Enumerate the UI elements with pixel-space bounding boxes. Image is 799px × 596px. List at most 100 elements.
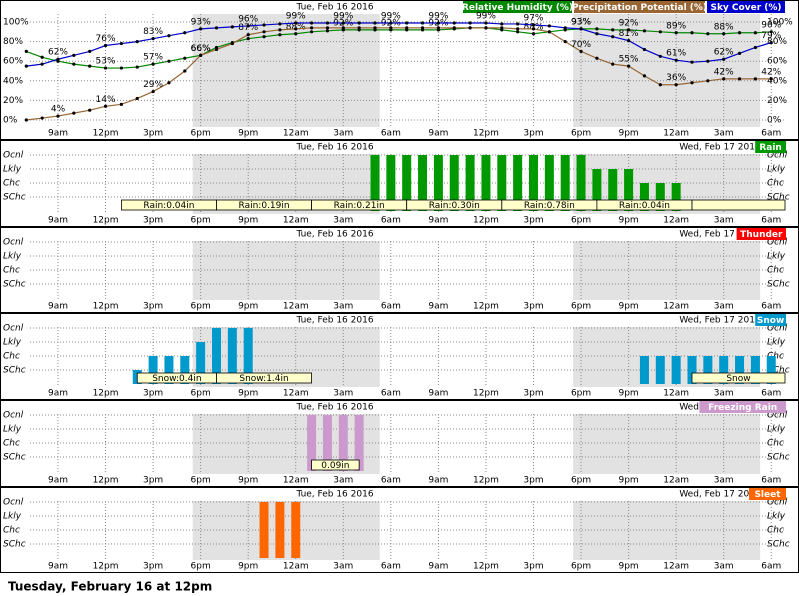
x-tick-label: 9am <box>428 216 448 226</box>
series-point <box>595 56 599 60</box>
series-point <box>769 77 773 81</box>
y-tick-label-right: Lkly <box>767 425 786 435</box>
footer: Tuesday, February 16 at 12pm <box>8 580 212 594</box>
y-tick-label: Chc <box>3 439 20 449</box>
series-point <box>72 111 76 115</box>
series-point <box>452 26 456 30</box>
date-label: Wed, Feb 17 2016 <box>679 490 761 500</box>
value-label: 14% <box>96 95 116 105</box>
x-tick-label: 12am <box>663 129 689 139</box>
y-tick-label: Lkly <box>3 338 22 348</box>
series-point <box>294 27 298 31</box>
series-point <box>199 27 203 31</box>
x-tick-label: 9pm <box>238 476 258 486</box>
y-tick-label: Chc <box>3 352 20 362</box>
x-tick-label: 12am <box>663 476 689 486</box>
x-tick-label: 6pm <box>571 216 591 226</box>
x-tick-label: 3pm <box>523 562 543 572</box>
x-tick-label: 9pm <box>238 216 258 226</box>
series-point <box>595 32 599 36</box>
x-tick-label: 12pm <box>93 476 119 486</box>
x-tick-label: 3pm <box>143 129 163 139</box>
series-point <box>690 31 694 35</box>
series-point <box>103 43 108 48</box>
y-tick-label-right: Ocnl <box>767 324 788 334</box>
x-tick-label: 12pm <box>473 129 499 139</box>
series-point <box>389 26 393 30</box>
series-point <box>88 49 92 54</box>
series-point <box>405 26 409 30</box>
series-line <box>26 27 772 121</box>
series-point <box>88 108 92 112</box>
series-point <box>40 55 44 59</box>
value-label: 79% <box>761 31 781 41</box>
series-point <box>436 21 440 25</box>
x-tick-label: 9am <box>428 476 448 486</box>
title-box <box>755 141 786 153</box>
bar <box>513 155 523 211</box>
amount-label: 0.09in <box>321 461 349 471</box>
x-tick-label: 3am <box>333 562 353 572</box>
series-point <box>658 30 662 34</box>
bar <box>196 342 206 384</box>
bar <box>322 415 332 471</box>
value-label: 53% <box>96 57 116 67</box>
y-tick-label: 80% <box>3 37 23 47</box>
x-tick-label: 3pm <box>523 476 543 486</box>
series-point <box>500 22 504 26</box>
y-tick-label: Ocnl <box>3 238 24 248</box>
series-point <box>547 24 551 28</box>
x-tick-label: 12pm <box>473 562 499 572</box>
series-point <box>563 40 567 44</box>
bar <box>212 328 221 384</box>
value-label: 96% <box>238 14 258 24</box>
x-tick-label: 3pm <box>523 216 543 226</box>
y-tick-label-right: Lkly <box>767 252 786 262</box>
value-label: 87% <box>238 23 258 33</box>
series-point <box>722 32 726 36</box>
x-tick-label: 6pm <box>191 562 211 572</box>
series-point <box>373 26 377 30</box>
value-label: 92% <box>619 18 639 28</box>
amount-box <box>216 372 312 384</box>
y-tick-label-right: Chc <box>767 179 784 189</box>
x-tick-label: 12pm <box>93 129 119 139</box>
y-tick-label-right: 20% <box>767 96 787 106</box>
series-point <box>167 59 171 63</box>
value-label: 90% <box>761 20 781 30</box>
x-tick-label: 9pm <box>238 302 258 312</box>
x-tick-label: 6pm <box>571 129 591 139</box>
bar <box>719 356 729 384</box>
bar <box>687 356 697 384</box>
value-label: 66% <box>191 44 211 54</box>
y-tick-label-right: 100% <box>767 18 793 28</box>
value-label: 93% <box>191 17 211 27</box>
x-tick-label: 3am <box>333 302 353 312</box>
title-box <box>749 488 786 500</box>
x-tick-label: 9pm <box>618 302 638 312</box>
y-tick-label: SChc <box>3 366 26 376</box>
x-tick-label: 6am <box>381 129 401 139</box>
bar <box>465 155 475 211</box>
series-point <box>325 21 330 25</box>
series-point <box>706 59 710 63</box>
y-tick-label-right: Ocnl <box>767 151 788 161</box>
series-point <box>310 30 314 34</box>
x-tick-label: 12pm <box>473 302 499 312</box>
y-tick-label-right: SChc <box>767 453 790 463</box>
series-point <box>183 69 187 73</box>
bar <box>386 155 396 211</box>
amount-label: Rain:0.19in <box>239 201 290 211</box>
bar <box>735 356 745 384</box>
bar <box>338 415 348 471</box>
amount-label: Snow <box>726 374 750 384</box>
x-tick-label: 3pm <box>143 562 163 572</box>
bar <box>560 155 570 211</box>
series-point <box>24 64 28 68</box>
series-point <box>642 74 647 78</box>
y-tick-label: Chc <box>3 266 20 276</box>
series-line <box>26 27 772 69</box>
panel-title: Freezing Rain <box>708 403 777 413</box>
series-point <box>103 104 108 108</box>
series-point <box>452 21 456 25</box>
